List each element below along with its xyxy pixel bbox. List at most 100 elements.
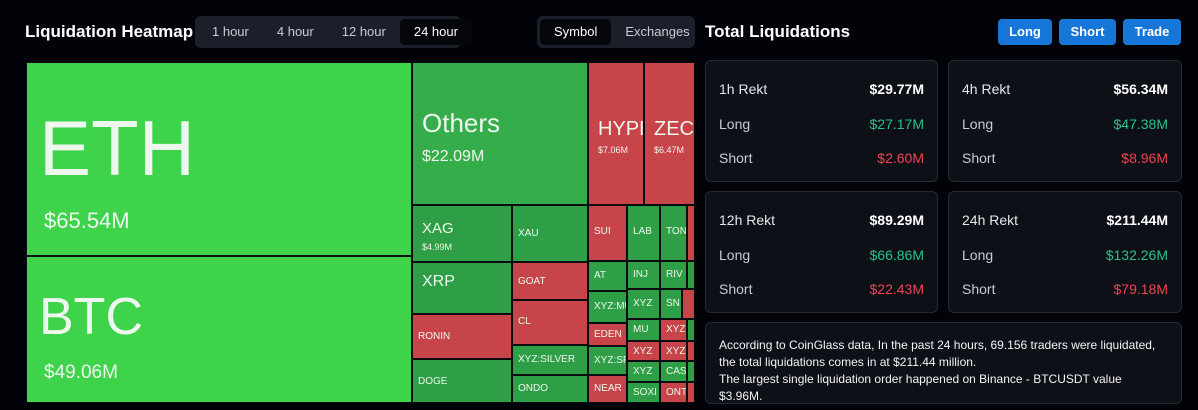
- heatmap-tile[interactable]: [687, 319, 695, 341]
- tile-symbol: AT: [594, 270, 607, 281]
- rekt-card-24h: 24h Rekt $211.44M Long $132.26M Short $79.1…: [948, 191, 1182, 313]
- card-total: $89.29M: [869, 212, 924, 228]
- tab-symbol[interactable]: Symbol: [540, 19, 612, 45]
- rekt-card-12h: 12h Rekt $89.29M Long $66.86M Short $22.43M: [705, 191, 938, 313]
- heatmap-tile[interactable]: ONTI: [660, 382, 687, 403]
- long-button[interactable]: Long: [998, 19, 1052, 45]
- tile-value: $65.54M: [44, 208, 130, 233]
- tile-symbol: GOAT: [518, 276, 546, 287]
- tile-symbol: XYZ:SP: [594, 355, 627, 366]
- tile-symbol: XAG: [422, 220, 454, 237]
- short-label: Short: [962, 281, 996, 297]
- tile-symbol: ZEC: [654, 118, 694, 140]
- time-range-tabs: 1 hour 4 hour 12 hour 24 hour: [195, 16, 472, 48]
- tab-exchanges[interactable]: Exchanges: [625, 24, 690, 39]
- heatmap-tile[interactable]: RONIN: [412, 314, 512, 359]
- heatmap-tile[interactable]: XAU$4.50M: [512, 205, 588, 262]
- short-button[interactable]: Short: [1059, 19, 1116, 45]
- heatmap-tile[interactable]: XYZ:SILVER: [512, 345, 588, 375]
- heatmap-tile[interactable]: [687, 341, 695, 361]
- heatmap-tile[interactable]: NEAR: [588, 375, 627, 403]
- heatmap-tile[interactable]: XRP: [412, 262, 512, 314]
- tile-symbol: BTC: [39, 288, 143, 346]
- heatmap-tile[interactable]: XYZ: [627, 341, 660, 361]
- heatmap-tile[interactable]: MU: [627, 319, 660, 341]
- heatmap-tile[interactable]: XYZ:SP: [588, 346, 627, 375]
- tab-1-hour[interactable]: 1 hour: [212, 24, 249, 39]
- tile-value: $4.99M: [422, 242, 453, 252]
- card-total: $29.77M: [869, 81, 924, 97]
- tile-symbol: SOXI: [633, 387, 657, 398]
- tile-symbol: RONIN: [418, 331, 451, 342]
- short-label: Short: [962, 150, 996, 166]
- tile-symbol: SUI: [594, 226, 611, 237]
- tile-symbol: CAS: [666, 366, 687, 377]
- short-value: $79.18M: [1113, 281, 1168, 297]
- total-liquidations-title: Total Liquidations: [705, 22, 851, 41]
- heatmap-tile[interactable]: [687, 205, 695, 261]
- tile-symbol: DOGE: [418, 376, 448, 387]
- card-label: 1h Rekt: [719, 81, 768, 97]
- tile-symbol: MU: [633, 324, 649, 335]
- heatmap-tile[interactable]: ETH $65.54M: [26, 62, 412, 256]
- heatmap-tile[interactable]: DOGE: [412, 359, 512, 403]
- heatmap-tile[interactable]: XYZ: [627, 289, 660, 319]
- tab-12-hour[interactable]: 12 hour: [341, 24, 386, 39]
- rekt-card-1h: 1h Rekt $29.77M Long $27.17M Short $2.60M: [705, 60, 938, 182]
- heatmap-tile[interactable]: LAB: [627, 205, 660, 261]
- tile-value: $22.09M: [422, 148, 485, 165]
- heatmap-tile[interactable]: RIV: [660, 261, 687, 289]
- trade-button[interactable]: Trade: [1123, 19, 1181, 45]
- tile-value: $6.47M: [654, 145, 685, 155]
- heatmap-tile[interactable]: ZEC $6.47M: [644, 62, 695, 205]
- long-label: Long: [719, 247, 751, 263]
- heatmap-tile[interactable]: CAS: [660, 361, 687, 382]
- card-total: $211.44M: [1106, 212, 1169, 228]
- heatmap-tile[interactable]: [682, 289, 695, 319]
- heatmap-tile[interactable]: XYZ: [660, 319, 687, 341]
- heatmap-tile[interactable]: TON: [660, 205, 687, 261]
- heatmap-tile[interactable]: INJ: [627, 261, 660, 289]
- heatmap-tile[interactable]: AT: [588, 261, 627, 291]
- tile-symbol: XAU: [518, 228, 539, 239]
- heatmap-tile[interactable]: XYZ: [660, 341, 687, 361]
- short-label: Short: [719, 150, 753, 166]
- tile-symbol: XYZ:MU: [594, 301, 626, 312]
- heatmap-tile[interactable]: GOAT: [512, 262, 588, 300]
- tab-24-hour[interactable]: 24 hour: [399, 19, 472, 45]
- long-label: Long: [962, 247, 994, 263]
- heatmap-tile[interactable]: [687, 261, 695, 289]
- card-label: 12h Rekt: [719, 212, 776, 228]
- heatmap-tile[interactable]: XYZ: [627, 361, 660, 382]
- long-value: $66.86M: [869, 247, 924, 263]
- heatmap-tile[interactable]: SN: [660, 289, 682, 319]
- card-label: 24h Rekt: [962, 212, 1019, 228]
- tile-value: $49.06M: [44, 362, 118, 383]
- heatmap-tile[interactable]: ONDO: [512, 375, 588, 403]
- heatmap-tile[interactable]: [687, 382, 695, 403]
- heatmap-tile[interactable]: XYZ:MU: [588, 291, 627, 323]
- heatmap-title: Liquidation Heatmap: [25, 22, 194, 41]
- liquidation-heatmap: ETH $65.54M BTC $49.06M Others $22.09M HYPE $7.…: [26, 62, 695, 403]
- heatmap-tile[interactable]: Others $22.09M: [412, 62, 588, 205]
- summary-line-2: The largest single liquidation order hap…: [719, 372, 1122, 403]
- heatmap-tile[interactable]: EDEN: [588, 323, 627, 346]
- heatmap-tile[interactable]: BTC $49.06M: [26, 256, 412, 403]
- tile-symbol: ONDO: [518, 383, 548, 394]
- tile-symbol: HYPE: [598, 118, 643, 140]
- heatmap-tile[interactable]: SUI: [588, 205, 627, 261]
- tab-4-hour[interactable]: 4 hour: [276, 24, 314, 39]
- tile-symbol: CL: [518, 316, 531, 327]
- heatmap-tile[interactable]: HYPE $7.06M: [588, 62, 644, 205]
- tile-symbol: SN: [666, 298, 680, 309]
- heatmap-tile[interactable]: CL: [512, 300, 588, 345]
- tile-symbol: ONTI: [666, 387, 687, 398]
- heatmap-tile[interactable]: SOXI: [627, 382, 660, 403]
- heatmap-tile[interactable]: [687, 361, 695, 382]
- card-label: 4h Rekt: [962, 81, 1011, 97]
- tile-symbol: RIV: [666, 269, 683, 280]
- mode-tabs: Symbol Exchanges: [537, 16, 695, 48]
- short-label: Short: [719, 281, 753, 297]
- heatmap-tile[interactable]: XAG $4.99M: [412, 205, 512, 262]
- tile-symbol: XYZ: [666, 324, 686, 335]
